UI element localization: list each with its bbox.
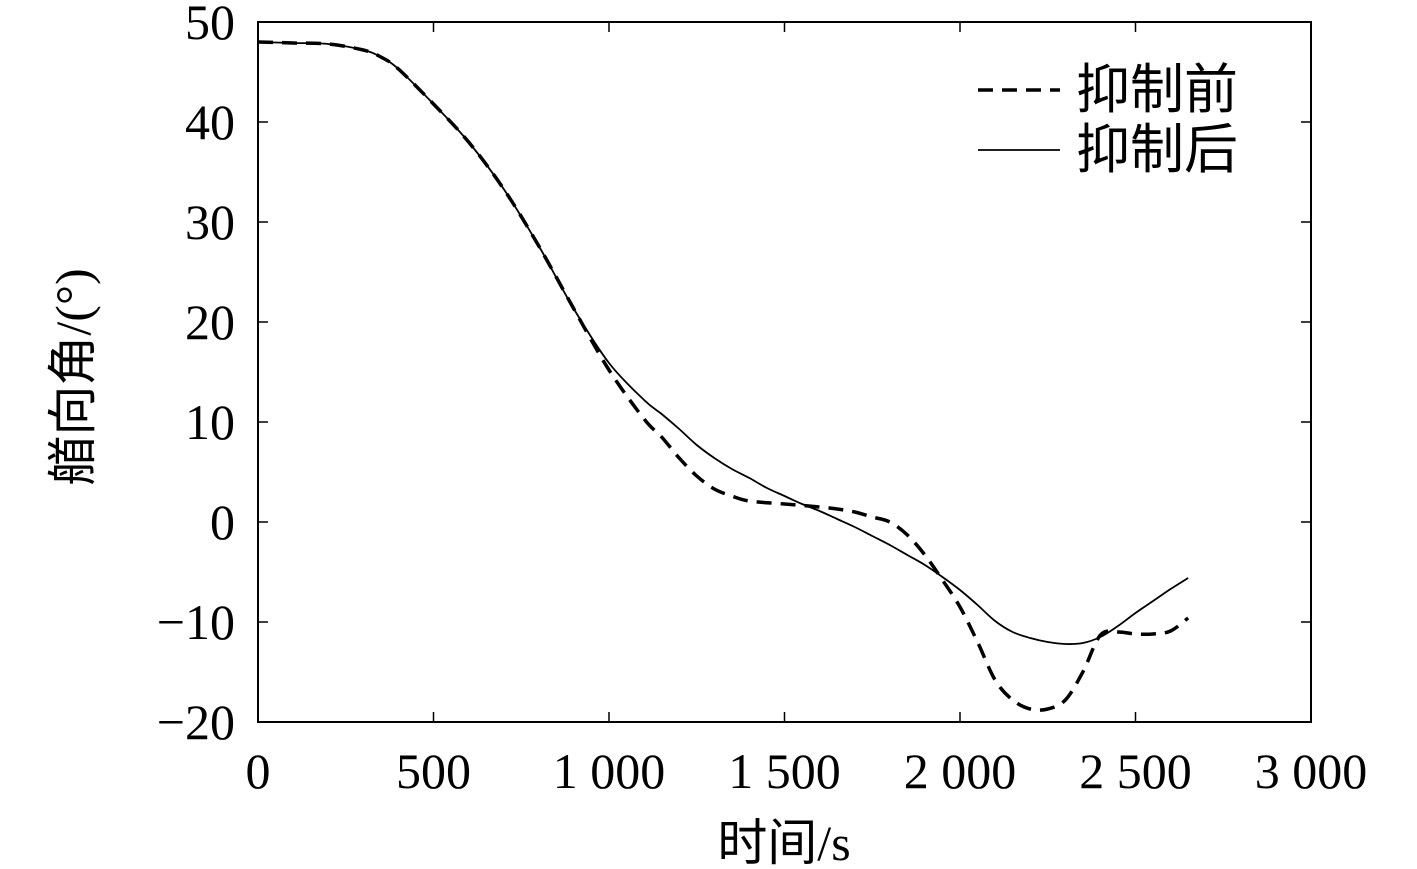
series-lines [257, 40, 1190, 712]
y-tick-label: 0 [210, 494, 235, 550]
y-tick-label: −20 [157, 694, 235, 750]
y-tick-label: 30 [185, 194, 235, 250]
y-tick-label: 40 [185, 94, 235, 150]
legend-label: 抑制后 [1076, 120, 1238, 180]
y-tick-label: 50 [185, 0, 235, 50]
x-tick-label: 1 500 [728, 743, 841, 799]
y-tick-label: 10 [185, 394, 235, 450]
y-axis-title: 艏向角/(°) [45, 268, 101, 485]
series-line-before [257, 40, 1190, 712]
series-line-after [257, 41, 1189, 645]
x-tick-label: 2 000 [904, 743, 1017, 799]
x-axis-title: 时间/s [717, 815, 850, 869]
x-tick-label: 3 000 [1255, 743, 1368, 799]
x-tick-label: 500 [396, 743, 471, 799]
y-tick-label: −10 [157, 594, 235, 650]
y-tick-label: 20 [185, 294, 235, 350]
x-tick-label: 2 500 [1079, 743, 1192, 799]
legend-label: 抑制前 [1076, 60, 1238, 120]
x-tick-label: 0 [246, 743, 271, 799]
x-tick-label: 1 000 [553, 743, 666, 799]
axis-ticks: 0 500 1 000 1 500 2 000 2 500 3 000 −20 −10 0 10 20… [157, 0, 1367, 799]
